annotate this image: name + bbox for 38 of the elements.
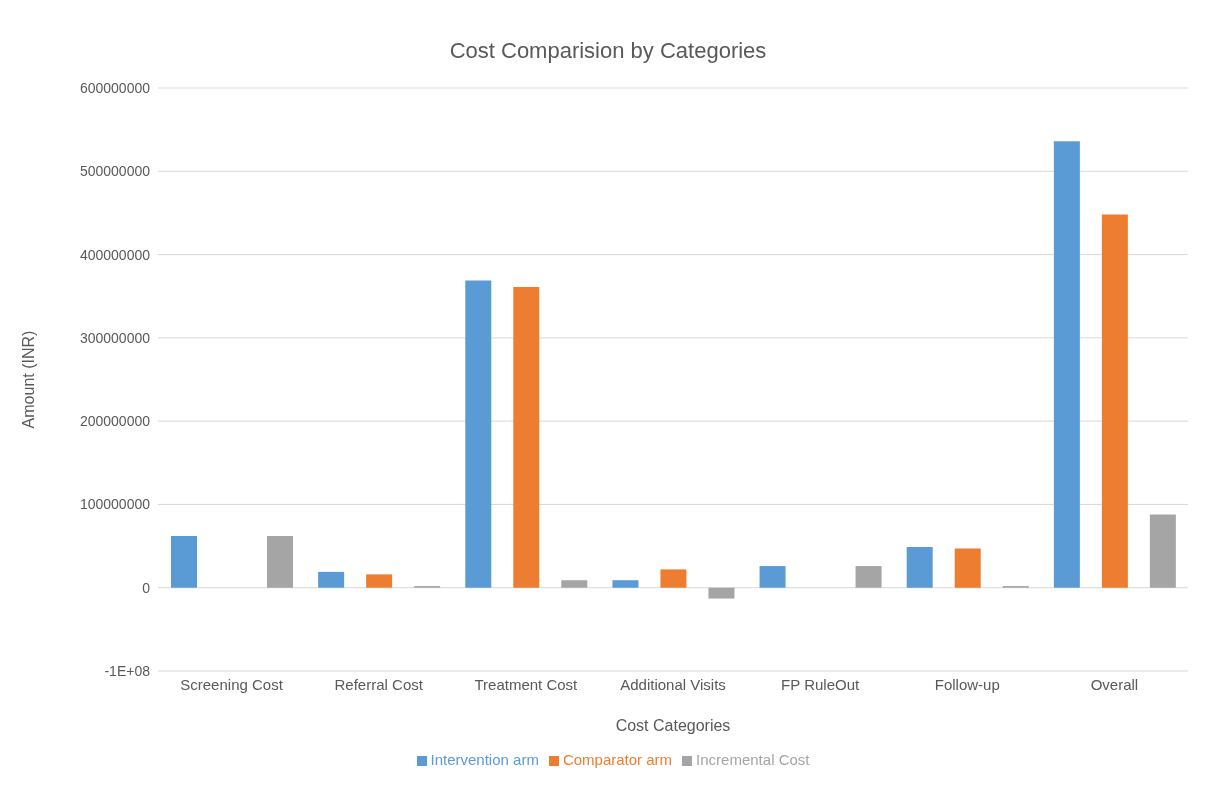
bar — [954, 548, 981, 588]
x-tick-label: Follow-up — [934, 675, 1000, 693]
x-tick-label: Referral Cost — [334, 675, 424, 693]
bar — [906, 546, 933, 588]
bar — [267, 536, 293, 588]
bar — [366, 574, 393, 588]
x-tick-label: Overall — [1090, 675, 1139, 693]
bar — [561, 580, 588, 588]
y-tick-label: 300000000 — [79, 329, 151, 346]
x-axis-title: Cost Categories — [615, 717, 731, 734]
y-tick-label: 500000000 — [79, 163, 151, 180]
legend-label: Incremental Cost — [696, 751, 810, 768]
x-tick-label: Screening Cost — [180, 675, 284, 693]
bar — [1101, 214, 1128, 588]
x-tick-label: Treatment Cost — [474, 675, 579, 693]
y-axis-title: Amount (INR) — [19, 330, 37, 429]
bar — [708, 587, 735, 599]
bar — [513, 287, 540, 588]
y-tick-label: 600000000 — [79, 79, 151, 96]
bar — [465, 280, 492, 588]
bar — [171, 536, 197, 588]
bar — [855, 566, 882, 588]
bar — [1149, 514, 1176, 588]
chart-title: Cost Comparision by Categories — [448, 37, 768, 65]
y-tick-label: -1E+08 — [104, 662, 151, 679]
legend-label: Comparator arm — [562, 751, 673, 768]
bar — [1053, 141, 1080, 588]
y-tick-label: 0 — [142, 579, 151, 596]
y-tick-label: 400000000 — [79, 246, 151, 263]
bar — [318, 571, 345, 588]
bar — [612, 580, 639, 588]
bar — [660, 569, 687, 588]
x-tick-label: FP RuleOut — [781, 675, 861, 693]
y-tick-label: 200000000 — [79, 413, 151, 430]
x-tick-label: Additional Visits — [620, 675, 726, 693]
bar — [759, 566, 786, 588]
legend-label: Intervention arm — [430, 751, 539, 768]
y-tick-label: 100000000 — [79, 496, 151, 513]
